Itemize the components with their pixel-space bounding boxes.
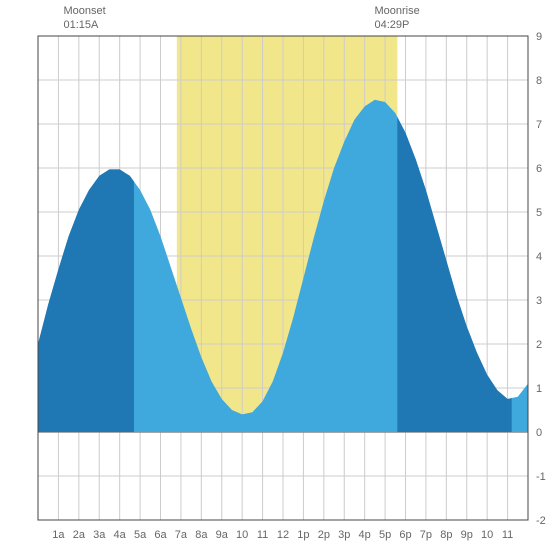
y-tick-label: 7: [536, 119, 542, 131]
x-tick-label: 5a: [134, 529, 147, 541]
y-tick-label: 0: [536, 427, 542, 439]
y-tick-label: -1: [536, 471, 546, 483]
y-tick-label: 4: [536, 251, 542, 263]
y-tick-label: 6: [536, 163, 542, 175]
x-tick-label: 8a: [195, 529, 208, 541]
x-tick-label: 9p: [461, 529, 473, 541]
x-tick-label: 1a: [52, 529, 65, 541]
x-tick-label: 6a: [154, 529, 167, 541]
x-tick-label: 2p: [318, 529, 330, 541]
x-tick-label: 10: [236, 529, 248, 541]
y-tick-label: 5: [536, 207, 542, 219]
y-tick-label: -2: [536, 515, 546, 527]
annotation-title: Moonset: [64, 4, 106, 18]
x-tick-label: 3a: [93, 529, 106, 541]
x-tick-label: 12: [277, 529, 289, 541]
x-tick-label: 6p: [399, 529, 411, 541]
x-tick-label: 7a: [175, 529, 188, 541]
x-tick-label: 10: [481, 529, 493, 541]
x-tick-label: 4p: [359, 529, 371, 541]
annotation-title: Moonrise: [374, 4, 419, 18]
moonset-annotation: Moonset01:15A: [64, 4, 106, 33]
x-tick-label: 2a: [73, 529, 86, 541]
y-tick-label: 1: [536, 383, 542, 395]
y-tick-label: 3: [536, 295, 542, 307]
x-tick-label: 5p: [379, 529, 391, 541]
tide-area-night-1: [397, 117, 511, 432]
chart-canvas: -2-101234567891a2a3a4a5a6a7a8a9a1011121p…: [0, 0, 550, 550]
x-tick-label: 4a: [114, 529, 127, 541]
x-tick-label: 9a: [216, 529, 229, 541]
x-tick-label: 7p: [420, 529, 432, 541]
y-tick-label: 9: [536, 31, 542, 43]
tide-chart: -2-101234567891a2a3a4a5a6a7a8a9a1011121p…: [0, 0, 550, 550]
x-tick-label: 11: [502, 529, 513, 541]
x-tick-label: 8p: [440, 529, 452, 541]
x-tick-label: 3p: [338, 529, 350, 541]
annotation-value: 04:29P: [374, 18, 419, 32]
moonrise-annotation: Moonrise04:29P: [374, 4, 419, 33]
x-tick-label: 11: [257, 529, 268, 541]
annotation-value: 01:15A: [64, 18, 106, 32]
tide-area-night-0: [38, 169, 134, 432]
y-tick-label: 8: [536, 75, 542, 87]
y-tick-label: 2: [536, 339, 542, 351]
x-tick-label: 1p: [297, 529, 309, 541]
